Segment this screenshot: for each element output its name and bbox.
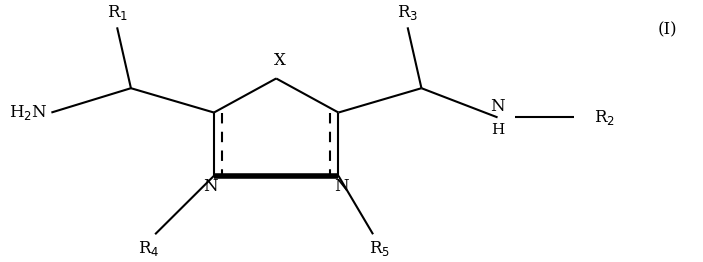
- Text: X: X: [273, 52, 285, 69]
- Text: R$_4$: R$_4$: [138, 239, 159, 258]
- Text: N: N: [490, 98, 505, 115]
- Text: R$_5$: R$_5$: [370, 239, 390, 258]
- Text: H: H: [491, 123, 504, 137]
- Text: R$_3$: R$_3$: [397, 3, 418, 23]
- Text: R$_1$: R$_1$: [107, 3, 128, 23]
- Text: R$_2$: R$_2$: [595, 108, 615, 127]
- Text: N: N: [203, 178, 218, 195]
- Text: N: N: [335, 178, 349, 195]
- Text: H$_2$N: H$_2$N: [9, 103, 48, 122]
- Text: (I): (I): [657, 21, 677, 38]
